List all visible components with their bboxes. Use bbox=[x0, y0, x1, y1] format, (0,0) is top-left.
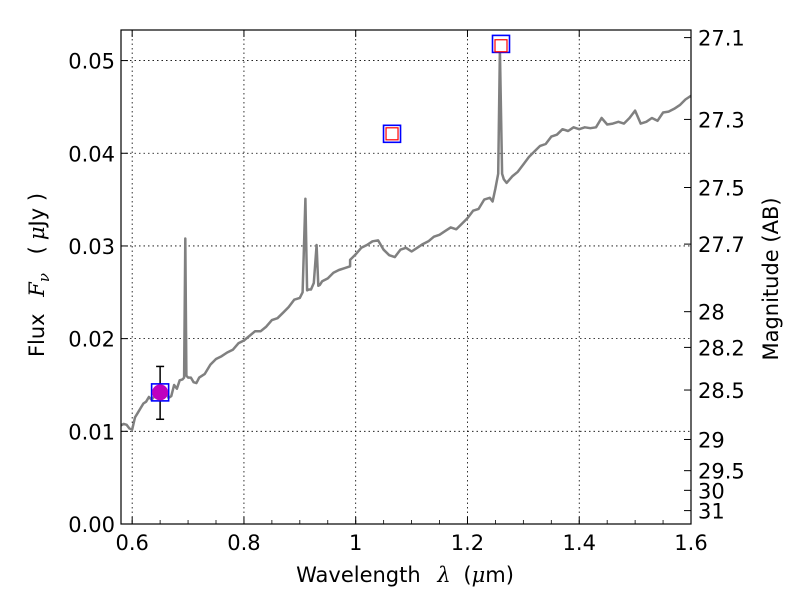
y-tick-label: 0.00 bbox=[68, 513, 115, 537]
x-tick-label: 1.2 bbox=[451, 531, 484, 555]
right-tick-label: 28.2 bbox=[698, 336, 745, 360]
x-tick-label: 1 bbox=[349, 531, 362, 555]
photometry-blue-square bbox=[382, 124, 402, 144]
photometry-blue-square bbox=[150, 383, 170, 402]
x-tick-label: 0.6 bbox=[115, 531, 148, 555]
y-tick-label: 0.01 bbox=[68, 420, 115, 444]
right-tick-label: 27.5 bbox=[698, 176, 745, 200]
y-axis-unit-rest: Jy ) bbox=[25, 193, 49, 229]
right-tick-label: 27.7 bbox=[698, 233, 745, 257]
right-axis-title: Magnitude (AB) bbox=[759, 197, 783, 360]
x-axis-unit-open: ( bbox=[463, 563, 471, 587]
photometry-blue-square bbox=[491, 34, 511, 54]
photometry-red-square bbox=[385, 127, 399, 141]
y-axis-title-text: Flux bbox=[25, 313, 49, 357]
photometry-red-square bbox=[494, 39, 508, 53]
spectrum-line bbox=[121, 48, 691, 431]
right-tick-label: 29 bbox=[698, 428, 725, 452]
x-tick-label: 0.8 bbox=[227, 531, 260, 555]
right-tick-label: 28 bbox=[698, 301, 725, 325]
y-axis-unit-open: ( bbox=[25, 246, 49, 254]
axis-ticks: 0.6 0.8 1 1.2 1.4 1.6 0.00 0.01 0.02 0.03 0.04 0.05… bbox=[68, 27, 745, 555]
x-tick-label: 1.6 bbox=[674, 531, 707, 555]
y-axis-unit-mu: μ bbox=[25, 226, 49, 240]
right-tick-label: 28.5 bbox=[698, 379, 745, 403]
x-tick-label: 1.4 bbox=[563, 531, 596, 555]
plot-area bbox=[121, 34, 691, 431]
y-tick-label: 0.05 bbox=[68, 50, 115, 74]
x-axis-unit-rest: m) bbox=[485, 563, 514, 587]
y-axis-title: Flux Fν ( μJy ) bbox=[25, 193, 54, 357]
x-axis-title-symbol: λ bbox=[436, 563, 450, 587]
right-tick-label: 27.3 bbox=[698, 108, 745, 132]
x-axis-title: Wavelength λ (μm) bbox=[296, 563, 514, 587]
axes-frame bbox=[120, 29, 692, 525]
y-axis-title-symbol: F bbox=[25, 281, 49, 298]
y-tick-label: 0.02 bbox=[68, 328, 115, 352]
y-axis-title-subscript: ν bbox=[35, 273, 53, 282]
right-tick-label: 31 bbox=[698, 500, 725, 524]
right-tick-label: 30 bbox=[698, 479, 725, 503]
x-axis-title-text: Wavelength bbox=[296, 563, 421, 587]
observed-point-marker bbox=[152, 384, 169, 401]
y-tick-label: 0.04 bbox=[68, 142, 115, 166]
grid bbox=[121, 30, 692, 524]
y-tick-label: 0.03 bbox=[68, 235, 115, 259]
right-tick-label: 27.1 bbox=[698, 27, 745, 51]
x-axis-unit-mu: μ bbox=[472, 563, 486, 587]
right-tick-label: 29.5 bbox=[698, 460, 745, 484]
